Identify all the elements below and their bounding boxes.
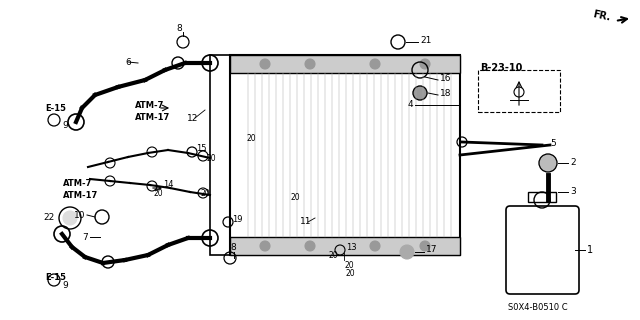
Bar bbox=[528, 192, 556, 202]
Circle shape bbox=[420, 241, 430, 251]
Text: 13: 13 bbox=[346, 244, 356, 252]
Circle shape bbox=[370, 59, 380, 69]
Text: 21: 21 bbox=[420, 36, 431, 44]
Text: 22: 22 bbox=[44, 213, 55, 222]
Text: 20: 20 bbox=[345, 268, 355, 277]
Text: 7: 7 bbox=[83, 233, 88, 242]
Bar bbox=[230, 55, 460, 255]
Circle shape bbox=[305, 241, 315, 251]
Text: ATM-7: ATM-7 bbox=[63, 179, 92, 188]
Text: ATM-7: ATM-7 bbox=[135, 100, 164, 109]
Circle shape bbox=[305, 59, 315, 69]
Circle shape bbox=[370, 241, 380, 251]
Text: 11: 11 bbox=[300, 218, 312, 227]
Text: 4: 4 bbox=[408, 100, 413, 108]
Text: 20: 20 bbox=[246, 133, 255, 142]
Bar bbox=[210, 55, 230, 255]
Text: 8: 8 bbox=[230, 244, 236, 252]
Text: 20: 20 bbox=[328, 251, 338, 260]
Circle shape bbox=[260, 59, 270, 69]
Text: 5: 5 bbox=[550, 139, 556, 148]
Text: 9: 9 bbox=[62, 281, 68, 290]
Text: B-23-10: B-23-10 bbox=[480, 63, 522, 73]
Text: 18: 18 bbox=[440, 89, 451, 98]
Text: 14: 14 bbox=[163, 180, 173, 188]
Bar bbox=[230, 55, 460, 73]
Text: 16: 16 bbox=[440, 74, 451, 83]
Text: ATM-17: ATM-17 bbox=[63, 190, 99, 199]
Text: 20: 20 bbox=[344, 260, 354, 269]
FancyBboxPatch shape bbox=[506, 206, 579, 294]
Text: 20: 20 bbox=[153, 188, 163, 197]
Text: 12: 12 bbox=[187, 114, 198, 123]
Bar bbox=[478, 70, 560, 112]
Circle shape bbox=[413, 86, 427, 100]
Text: 17: 17 bbox=[426, 245, 438, 254]
Circle shape bbox=[539, 154, 557, 172]
Text: 20: 20 bbox=[206, 154, 216, 163]
Circle shape bbox=[260, 241, 270, 251]
Text: 3: 3 bbox=[570, 188, 576, 196]
Text: S0X4-B0510 C: S0X4-B0510 C bbox=[508, 302, 568, 311]
Text: 15: 15 bbox=[196, 143, 207, 153]
Text: E-15: E-15 bbox=[45, 103, 66, 113]
Text: 9: 9 bbox=[62, 121, 68, 130]
Text: 1: 1 bbox=[587, 245, 593, 255]
Text: E-15: E-15 bbox=[45, 273, 66, 282]
Circle shape bbox=[400, 245, 414, 259]
Text: 2: 2 bbox=[570, 157, 575, 166]
Text: 19: 19 bbox=[232, 215, 243, 225]
Text: 10: 10 bbox=[74, 211, 85, 220]
Text: 20: 20 bbox=[290, 194, 300, 203]
Circle shape bbox=[420, 59, 430, 69]
Text: ATM-17: ATM-17 bbox=[135, 113, 170, 122]
Text: 20: 20 bbox=[200, 188, 210, 197]
Circle shape bbox=[63, 211, 77, 225]
Text: 6: 6 bbox=[125, 58, 131, 67]
Bar bbox=[230, 237, 460, 255]
Text: 8: 8 bbox=[176, 23, 182, 33]
Text: FR.: FR. bbox=[592, 9, 612, 23]
